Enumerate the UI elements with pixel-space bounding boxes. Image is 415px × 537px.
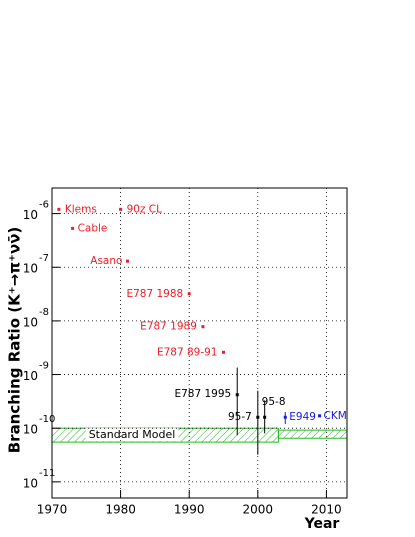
point	[187, 292, 191, 296]
point	[119, 207, 123, 211]
y-tick-exponent: -11	[39, 468, 55, 479]
y-tick-label: 10	[23, 208, 38, 222]
y-tick-exponent: -10	[39, 414, 55, 425]
y-axis-label: Branching Ratio (K⁺→π⁺νν̄)	[6, 227, 24, 454]
point-label: E787 1989	[140, 321, 197, 333]
band	[277, 429, 348, 439]
x-tick-label: 1980	[105, 503, 136, 517]
y-tick-label: 10	[23, 476, 38, 490]
point	[222, 350, 226, 354]
point-label: E787 89-91	[157, 346, 218, 358]
y-tick-exponent: -6	[39, 200, 49, 211]
point	[57, 207, 61, 211]
point	[283, 415, 287, 419]
y-tick-exponent: -9	[39, 361, 49, 372]
x-tick-label: 1970	[37, 503, 68, 517]
point	[256, 415, 260, 419]
point-label: E949	[289, 411, 316, 423]
point	[263, 415, 267, 419]
point-label: 95-7	[228, 411, 252, 423]
point	[235, 393, 239, 397]
point-label: Cable	[78, 222, 108, 234]
y-tick-label: 10	[23, 423, 38, 437]
band-label: Standard Model	[89, 428, 176, 441]
y-tick-exponent: -8	[39, 307, 49, 318]
point-label: Klems	[65, 203, 97, 215]
x-tick-label: 2010	[311, 503, 342, 517]
point-label: CKM	[324, 410, 347, 422]
point-label: E787 1995	[174, 388, 231, 400]
x-tick-label: 2000	[243, 503, 274, 517]
x-axis-label: Year	[304, 516, 340, 532]
y-tick-label: 10	[23, 262, 38, 276]
point-label: 95-8	[262, 396, 286, 408]
point-label: 90z CL	[127, 203, 163, 215]
y-tick-exponent: -7	[39, 253, 49, 264]
point	[71, 226, 75, 230]
y-tick-label: 10	[23, 369, 38, 383]
y-tick-label: 10	[23, 315, 38, 329]
point	[125, 259, 129, 263]
point	[318, 414, 322, 418]
plot-frame	[51, 187, 348, 499]
x-tick-label: 1990	[174, 503, 205, 517]
band-label-bg	[85, 428, 179, 442]
point	[201, 325, 205, 329]
point-label: Asano	[90, 255, 122, 267]
point-label: E787 1988	[126, 288, 183, 300]
